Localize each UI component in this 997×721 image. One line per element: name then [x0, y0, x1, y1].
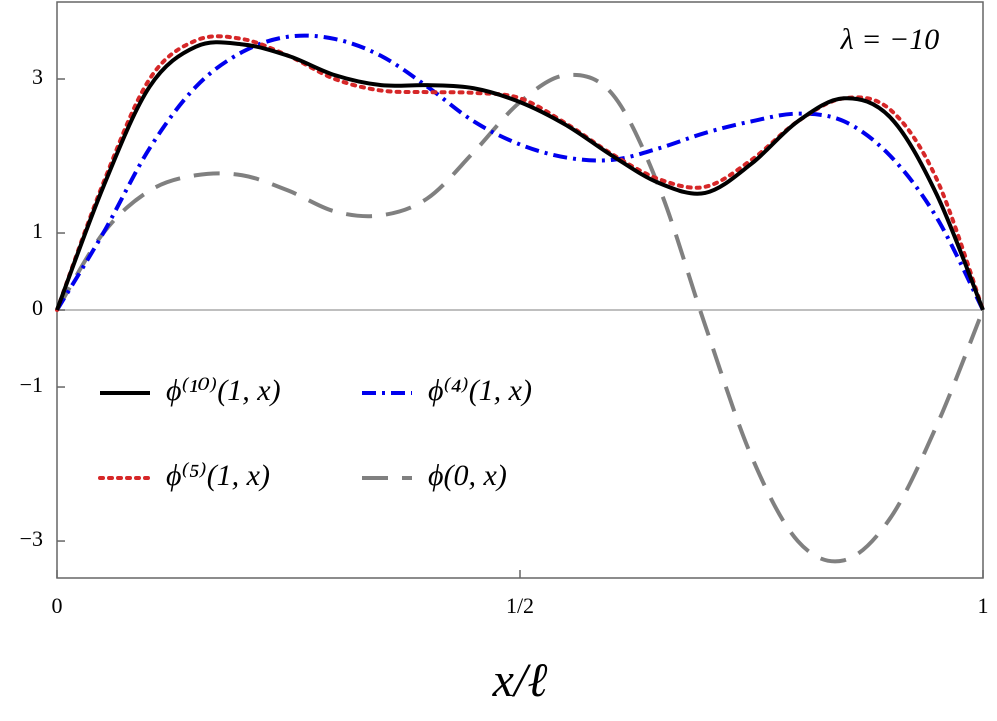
y-tick-label: 1: [32, 218, 43, 243]
legend-label: ϕ⁽⁵⁾(1, x): [166, 459, 270, 492]
series-line: [55, 34, 985, 313]
legend-label: ϕ⁽⁴⁾(1, x): [428, 374, 532, 407]
x-tick-label: 0: [52, 593, 63, 618]
y-tick-label: −1: [20, 372, 43, 397]
y-tick-label: −3: [20, 526, 43, 551]
x-tick-label: 1/2: [506, 593, 534, 618]
y-tick-label: 3: [32, 64, 43, 89]
legend-label: ϕ(0, x): [428, 459, 507, 492]
series-line: [55, 40, 985, 311]
x-axis-label: x/ℓ: [492, 654, 548, 707]
y-tick-label: 0: [32, 295, 43, 320]
series-line: [55, 33, 985, 312]
legend-label: ϕ⁽¹⁰⁾(1, x): [166, 374, 281, 407]
series-line: [55, 72, 985, 564]
x-tick-label: 1: [978, 593, 989, 618]
annotation: λ = −10: [840, 23, 939, 56]
